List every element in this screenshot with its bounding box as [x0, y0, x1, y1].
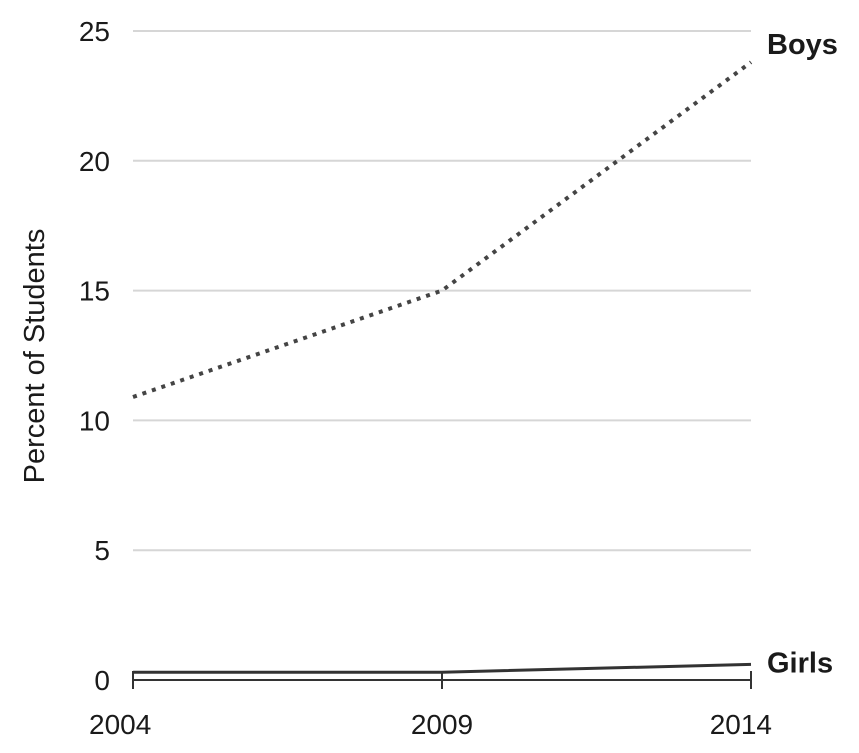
y-tick-label-25: 25	[79, 16, 110, 47]
series-labels: Boys Girls	[767, 29, 838, 679]
y-tick-label-10: 10	[79, 405, 110, 436]
y-tick-label-0: 0	[94, 665, 110, 696]
series-line-boys	[132, 60, 753, 399]
x-tick-label-2014: 2014	[710, 709, 772, 740]
y-axis-title: Percent of Students	[19, 229, 51, 484]
y-tick-label-15: 15	[79, 276, 110, 307]
series-lines	[132, 60, 753, 674]
series-label-girls: Girls	[767, 647, 833, 679]
gridlines	[133, 30, 751, 552]
x-tick-label-2004: 2004	[89, 709, 151, 740]
x-tick-labels: 2004 2009 2014	[89, 671, 772, 740]
series-line-girls	[133, 662, 752, 674]
y-tick-label-5: 5	[94, 535, 110, 566]
y-tick-labels: 0 5 10 15 20 25	[79, 16, 110, 696]
x-tick-label-2009: 2009	[411, 709, 473, 740]
series-label-boys: Boys	[767, 29, 838, 61]
y-tick-label-20: 20	[79, 146, 110, 177]
